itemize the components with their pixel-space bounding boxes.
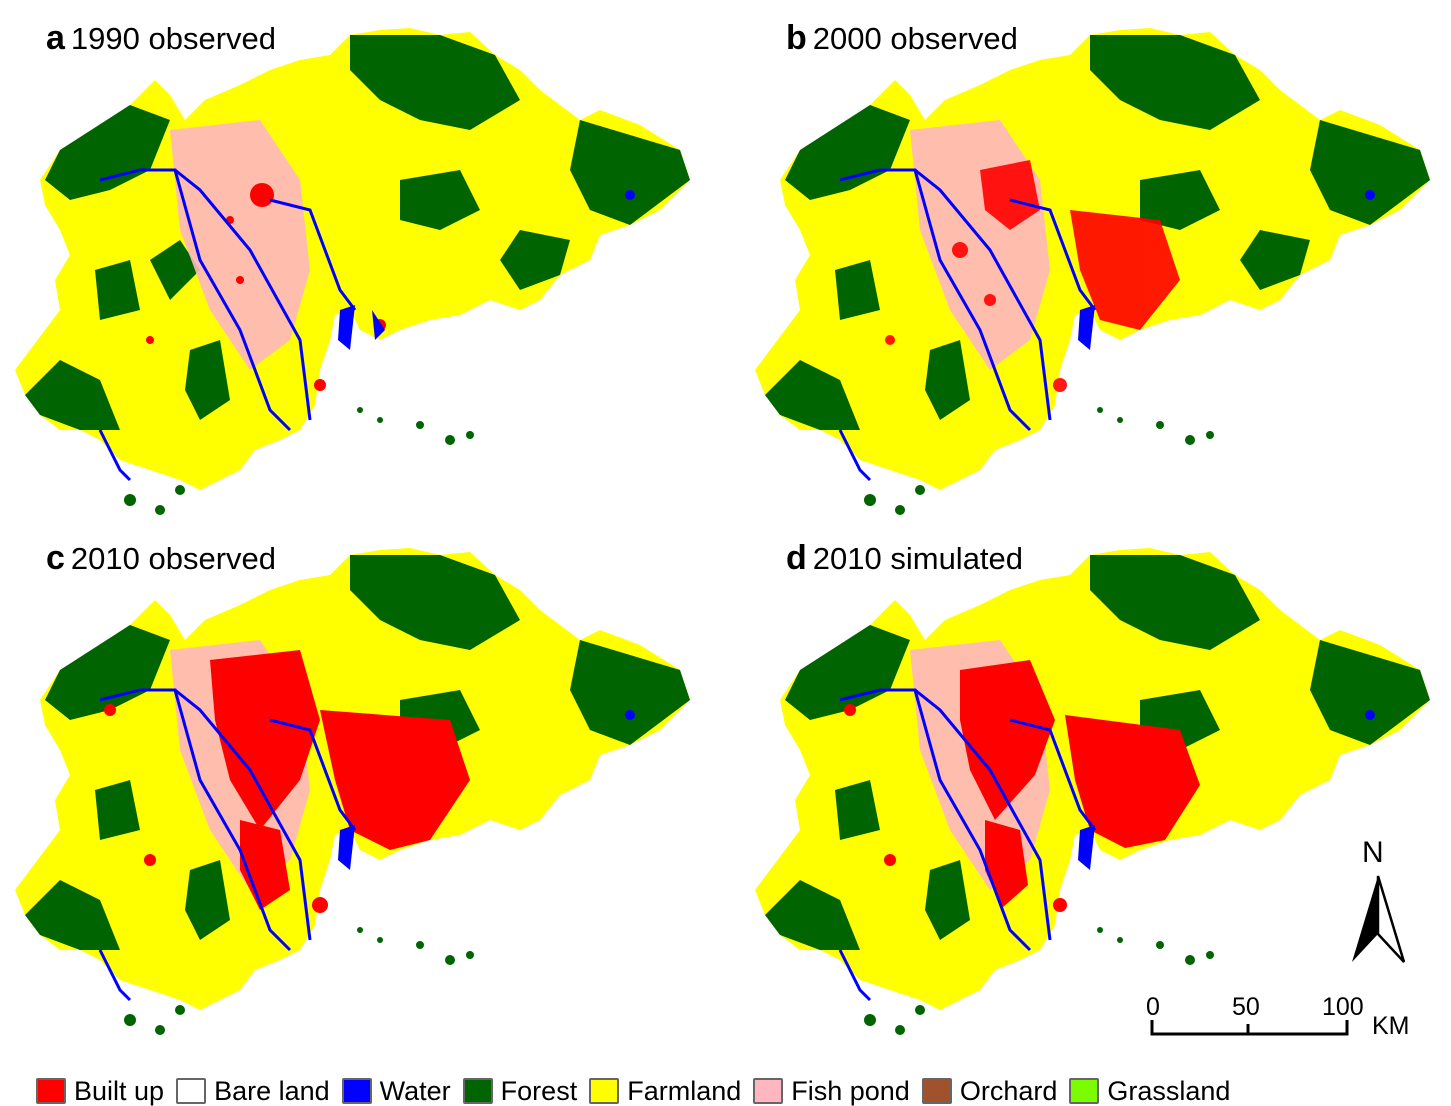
legend-item-built-up: Built up <box>36 1076 164 1106</box>
north-arrow-icon <box>1352 875 1406 963</box>
map-panel-b: b 2000 observed <box>740 10 1451 530</box>
swatch-icon <box>921 1078 952 1104</box>
land-use-map <box>755 548 1430 1035</box>
legend-item-grassland: Grassland <box>1069 1076 1230 1106</box>
map-panel-c: c 2010 observed <box>0 530 725 1050</box>
scale-tick-0: 0 <box>1146 993 1160 1021</box>
north-label: N <box>1362 836 1384 869</box>
legend-item-farmland: Farmland <box>589 1076 741 1106</box>
scale-tick-100: 100 <box>1322 993 1364 1021</box>
scale-tick-50: 50 <box>1232 993 1260 1021</box>
panel-title: d 2010 simulated <box>782 538 1028 579</box>
land-use-map <box>15 28 690 515</box>
north-arrow: N <box>1348 838 1408 963</box>
map-panel-a: a 1990 observed <box>0 10 725 530</box>
panel-title: c 2010 observed <box>42 538 281 579</box>
land-use-map <box>15 548 690 1035</box>
swatch-icon <box>462 1078 493 1104</box>
scale-bar: 0 50 100 KM <box>1140 994 1430 1044</box>
swatch-icon <box>589 1078 620 1104</box>
legend: Built up Bare land Water Forest Farmland… <box>36 1076 1234 1106</box>
land-use-map <box>755 28 1430 515</box>
swatch-icon <box>341 1078 372 1104</box>
swatch-icon <box>36 1078 66 1104</box>
panel-title: a 1990 observed <box>42 18 281 59</box>
swatch-icon <box>753 1078 784 1104</box>
swatch-icon <box>176 1078 207 1104</box>
panel-title: b 2000 observed <box>782 18 1022 59</box>
scale-bar-line <box>1150 1020 1349 1036</box>
legend-item-orchard: Orchard <box>921 1076 1057 1106</box>
scale-unit: KM <box>1372 1012 1410 1040</box>
legend-item-bare-land: Bare land <box>176 1076 330 1106</box>
legend-item-fish-pond: Fish pond <box>753 1076 910 1106</box>
swatch-icon <box>1069 1078 1100 1104</box>
map-panel-d: d 2010 simulated <box>740 530 1451 1050</box>
legend-item-forest: Forest <box>462 1076 577 1106</box>
legend-item-water: Water <box>341 1076 451 1106</box>
